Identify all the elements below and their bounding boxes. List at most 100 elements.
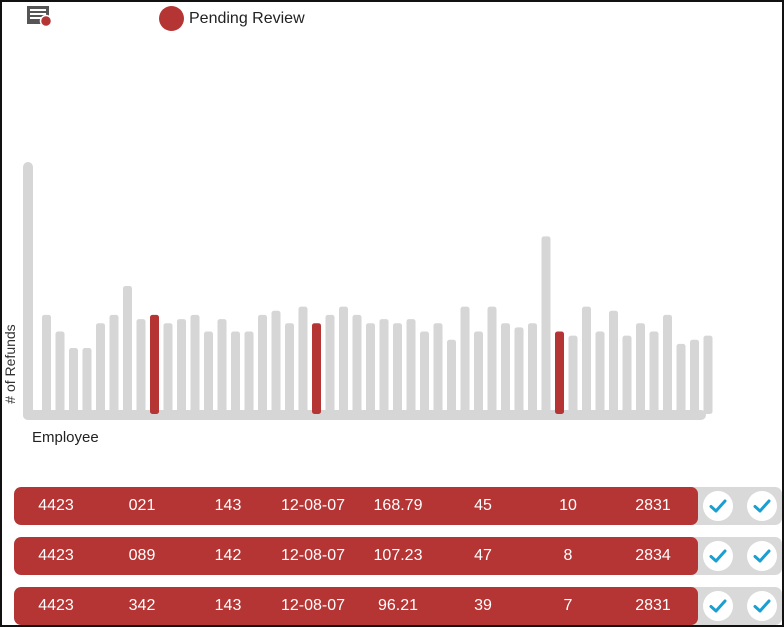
check-icon: [753, 549, 771, 563]
bar[interactable]: [528, 323, 537, 414]
document-icon[interactable]: [26, 4, 54, 28]
table-cell: 7: [563, 597, 573, 614]
table-cell: 12-08-07: [280, 547, 346, 564]
row-data: 4423 089 142 12-08-07 107.23 47 8 2834: [14, 537, 698, 575]
refunds-bar-chart: [23, 162, 713, 420]
bar[interactable]: [663, 314, 672, 414]
table-cell: 107.23: [373, 547, 423, 564]
bar[interactable]: [42, 314, 51, 414]
bar[interactable]: [285, 323, 294, 414]
check-icon: [709, 599, 727, 613]
bar[interactable]: [204, 331, 213, 414]
bar[interactable]: [163, 323, 173, 414]
bar[interactable]: [379, 319, 389, 414]
bar[interactable]: [703, 335, 713, 414]
table-cell: 342: [128, 597, 156, 614]
bar[interactable]: [123, 286, 132, 414]
bar[interactable]: [217, 319, 227, 414]
bar[interactable]: [690, 339, 699, 414]
chart-legend: Pending Review: [159, 6, 305, 31]
bar[interactable]: [474, 331, 483, 414]
confirm-button[interactable]: [747, 591, 777, 621]
bar[interactable]: [636, 323, 645, 414]
bar[interactable]: [55, 331, 65, 414]
table-cell: 8: [563, 547, 573, 564]
bar[interactable]: [514, 327, 524, 414]
bar[interactable]: [541, 236, 551, 414]
row-data: 4423 021 143 12-08-07 168.79 45 10 2831: [14, 487, 698, 525]
bar[interactable]: [69, 348, 78, 414]
table-cell: 4423: [38, 597, 74, 614]
legend-swatch: [159, 6, 184, 31]
y-axis-line: [23, 162, 33, 420]
table-cell: 168.79: [373, 497, 423, 514]
bar[interactable]: [271, 310, 281, 414]
table-cell: 47: [474, 547, 492, 564]
table-row[interactable]: 4423 021 143 12-08-07 168.79 45 10 2831: [14, 487, 782, 525]
bar[interactable]: [393, 323, 402, 414]
table-cell: 12-08-07: [280, 597, 346, 614]
table-cell: 96.21: [377, 597, 419, 614]
bar[interactable]: [339, 306, 348, 414]
table-cell: 2834: [635, 547, 671, 564]
table-cell: 10: [559, 497, 577, 514]
bar-pending-review[interactable]: [555, 331, 564, 414]
table-cell: 143: [214, 597, 242, 614]
table-row[interactable]: 4423 089 142 12-08-07 107.23 47 8 2834: [14, 537, 782, 575]
bar[interactable]: [582, 306, 591, 414]
bar[interactable]: [366, 323, 375, 414]
bar[interactable]: [622, 335, 632, 414]
bar[interactable]: [298, 306, 308, 414]
bar[interactable]: [487, 306, 497, 414]
table-cell: 4423: [38, 547, 74, 564]
table-cell: 089: [128, 547, 156, 564]
check-icon: [753, 499, 771, 513]
bar[interactable]: [258, 314, 267, 414]
table-cell: 142: [214, 547, 242, 564]
table-cell: 143: [214, 497, 242, 514]
bar[interactable]: [420, 331, 429, 414]
bar-pending-review[interactable]: [150, 314, 159, 414]
bar[interactable]: [136, 319, 146, 414]
confirm-button[interactable]: [747, 541, 777, 571]
bar[interactable]: [325, 314, 335, 414]
bar[interactable]: [433, 323, 443, 414]
table-cell: 39: [474, 597, 492, 614]
bar[interactable]: [406, 319, 416, 414]
bar[interactable]: [568, 335, 578, 414]
bar[interactable]: [447, 339, 456, 414]
check-icon: [753, 599, 771, 613]
bar[interactable]: [96, 323, 105, 414]
approve-button[interactable]: [703, 491, 733, 521]
bar[interactable]: [190, 314, 200, 414]
bar[interactable]: [82, 348, 92, 414]
row-data: 4423 342 143 12-08-07 96.21 39 7 2831: [14, 587, 698, 625]
bar[interactable]: [177, 319, 186, 414]
bar[interactable]: [609, 310, 618, 414]
bar[interactable]: [649, 331, 659, 414]
bar[interactable]: [109, 314, 119, 414]
approve-button[interactable]: [703, 541, 733, 571]
table-cell: 12-08-07: [280, 497, 346, 514]
bar[interactable]: [676, 343, 686, 414]
check-icon: [709, 549, 727, 563]
bar[interactable]: [595, 331, 605, 414]
bar[interactable]: [352, 314, 362, 414]
table-cell: 4423: [38, 497, 74, 514]
table-cell: 2831: [635, 597, 671, 614]
confirm-button[interactable]: [747, 491, 777, 521]
table-row[interactable]: 4423 342 143 12-08-07 96.21 39 7 2831: [14, 587, 782, 625]
table-cell: 021: [128, 497, 156, 514]
bar[interactable]: [231, 331, 240, 414]
y-axis-label: # of Refunds: [2, 324, 18, 404]
table-cell: 2831: [635, 497, 671, 514]
bar[interactable]: [501, 323, 510, 414]
table-cell: 45: [474, 497, 492, 514]
legend-label: Pending Review: [189, 9, 305, 27]
x-axis-label: Employee: [32, 429, 99, 446]
bar[interactable]: [460, 306, 470, 414]
approve-button[interactable]: [703, 591, 733, 621]
bar-pending-review[interactable]: [312, 323, 321, 414]
bar[interactable]: [244, 331, 254, 414]
